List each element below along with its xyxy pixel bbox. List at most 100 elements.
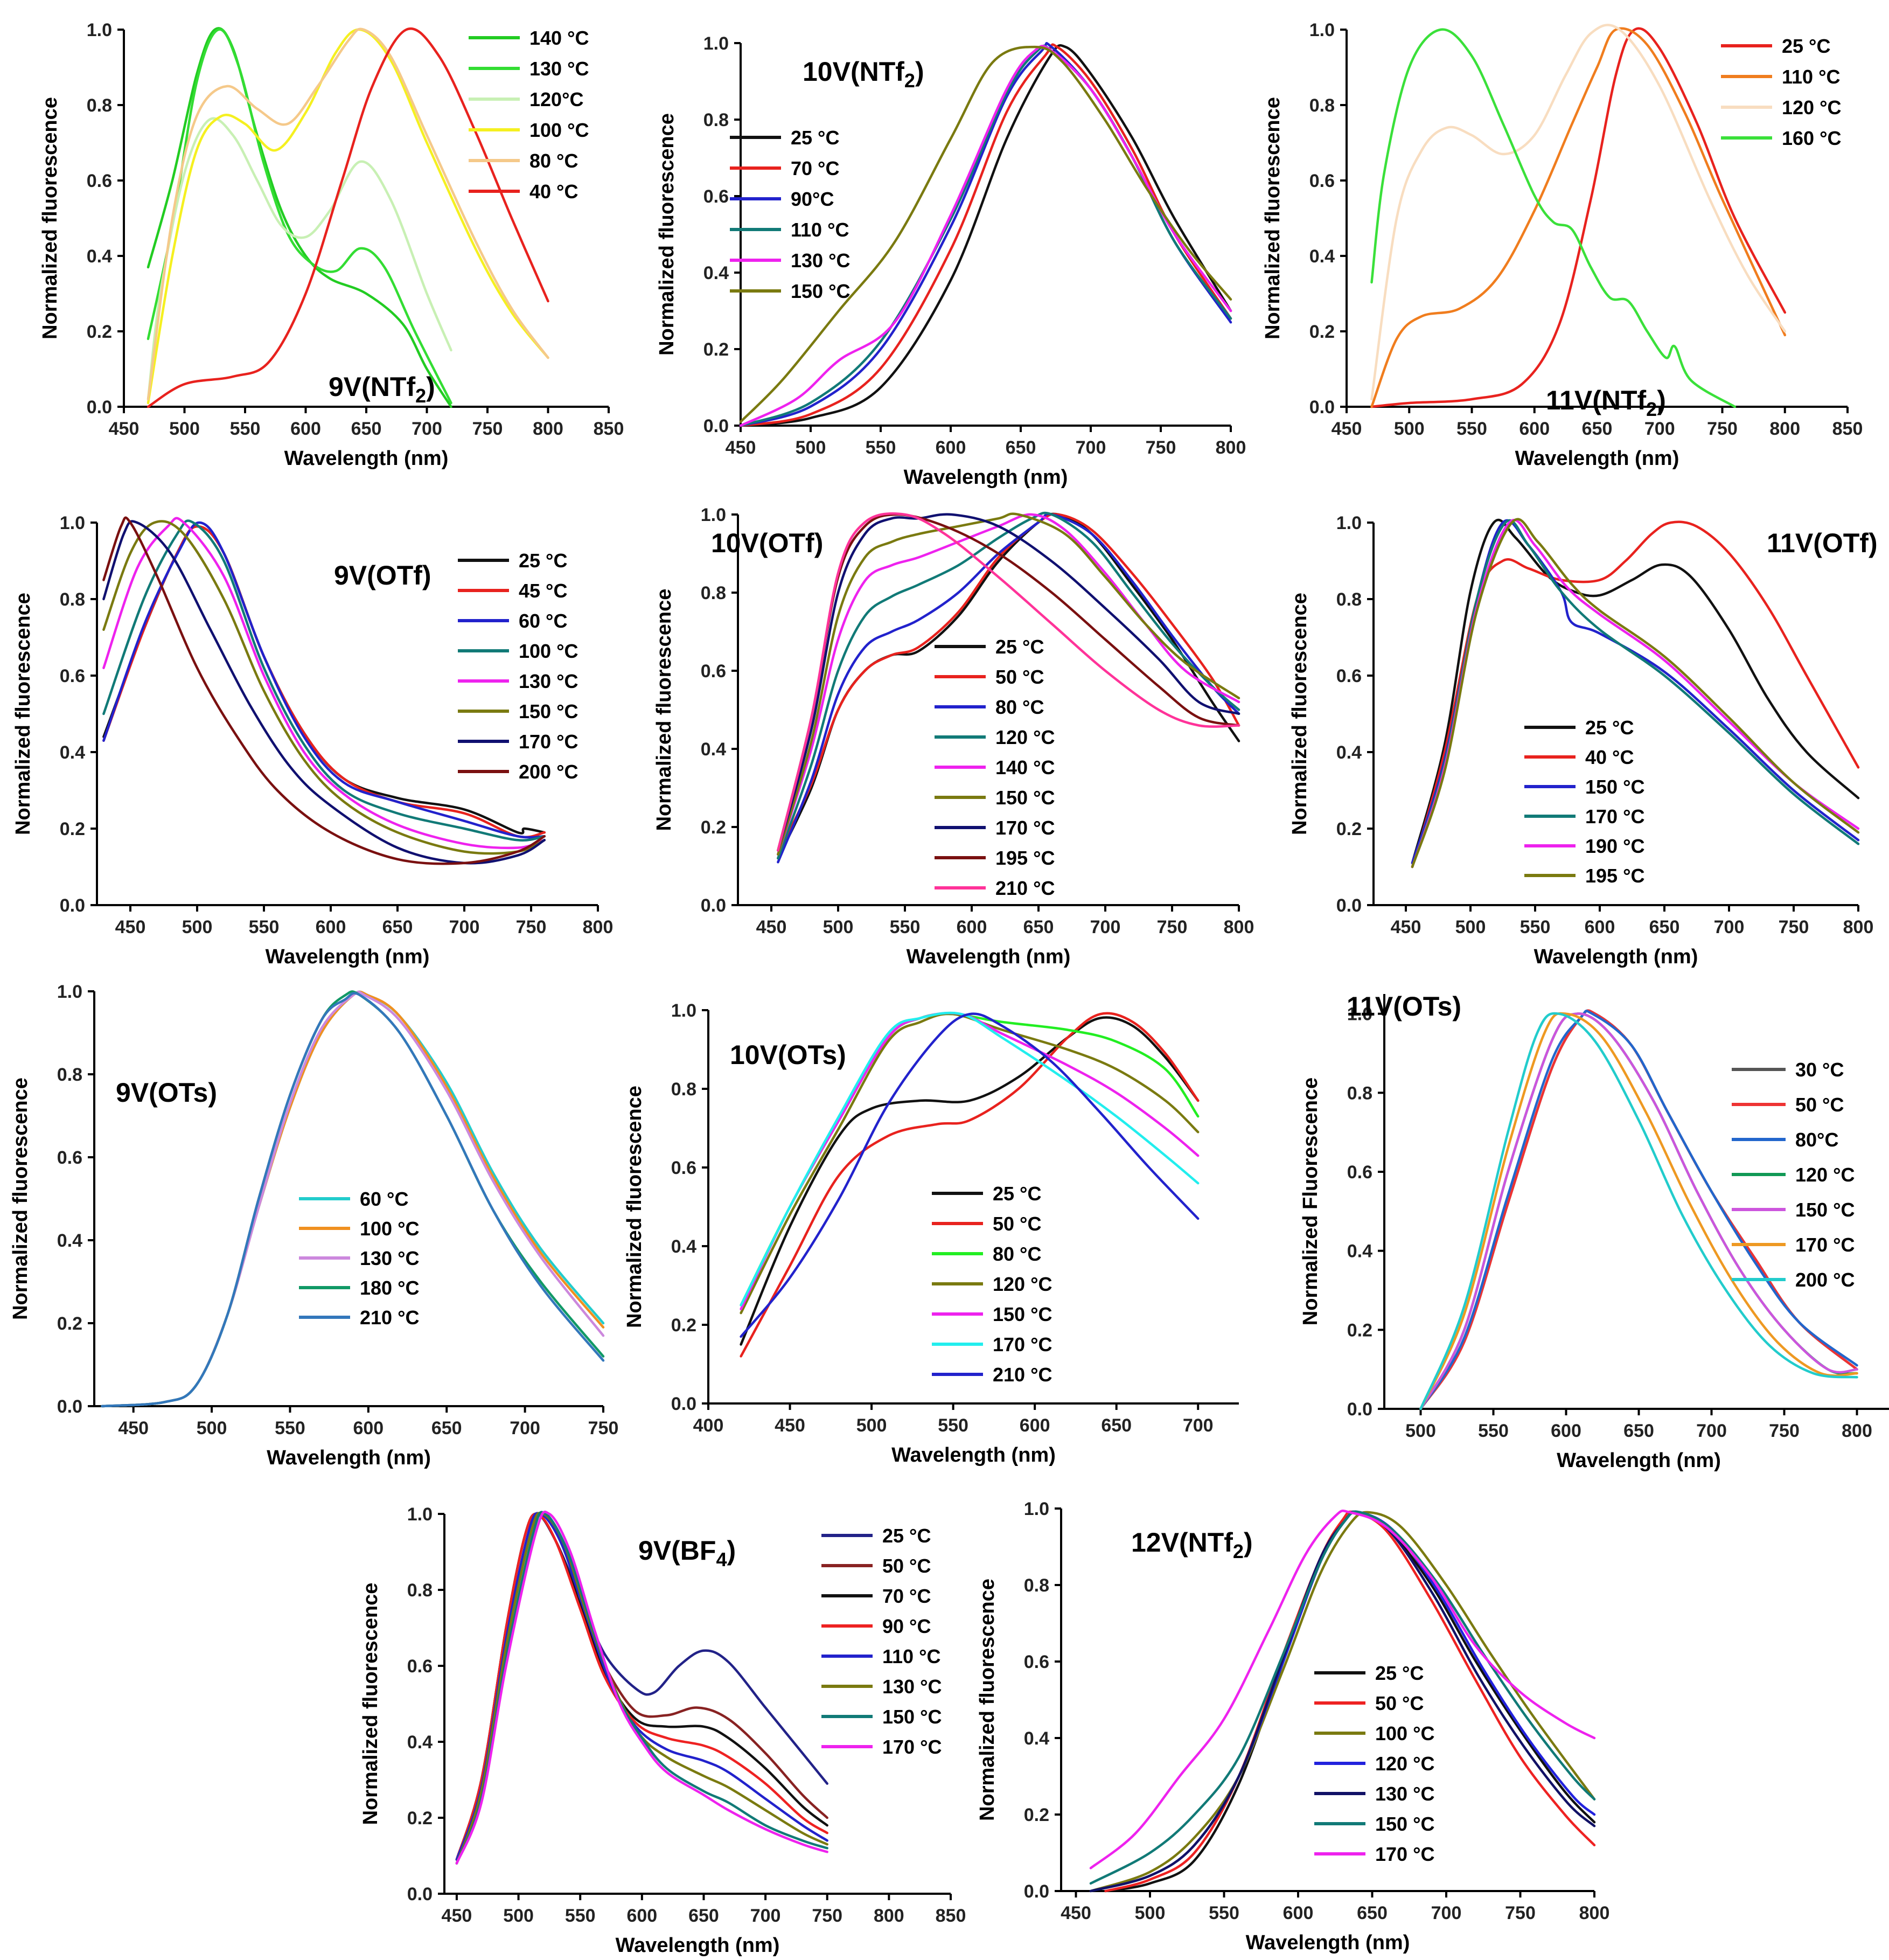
legend-label: 150 °C — [995, 787, 1055, 809]
panel-title-subscript: 2 — [415, 385, 426, 407]
series-line — [1411, 518, 1860, 868]
y-tick-label: 0.0 — [57, 1396, 82, 1417]
y-tick-label: 1.0 — [1336, 513, 1362, 533]
legend-label: 170 °C — [995, 817, 1055, 839]
series-line — [740, 1011, 1200, 1306]
legend-label: 110 °C — [1782, 66, 1840, 88]
y-tick-label: 0.6 — [1309, 171, 1335, 191]
x-tick-label: 450 — [109, 419, 140, 439]
y-tick-label: 0.0 — [1347, 1399, 1372, 1420]
y-tick-label: 0.6 — [703, 186, 729, 207]
x-tick-label: 700 — [412, 419, 442, 439]
x-tick-label: 450 — [726, 437, 756, 458]
y-tick-label: 0.0 — [671, 1394, 696, 1414]
legend-label: 90 °C — [882, 1615, 931, 1637]
x-tick-label: 550 — [275, 1418, 305, 1438]
legend-label: 70 °C — [882, 1585, 931, 1607]
x-tick-label: 550 — [565, 1906, 596, 1926]
x-tick-label: 800 — [1579, 1903, 1610, 1923]
x-tick-label: 750 — [1157, 917, 1188, 937]
x-tick-label: 850 — [594, 419, 624, 439]
panel-title-end: ) — [915, 57, 924, 87]
legend-label: 50 °C — [882, 1555, 931, 1577]
x-tick-label: 700 — [750, 1906, 781, 1926]
y-tick-label: 0.2 — [701, 817, 726, 838]
x-tick-label: 550 — [249, 917, 280, 937]
x-tick-label: 750 — [1146, 437, 1176, 458]
y-tick-label: 0.6 — [1336, 666, 1362, 686]
legend-label: 140 °C — [995, 756, 1055, 779]
legend-label: 120°C — [529, 88, 583, 110]
legend-label: 80 °C — [529, 150, 578, 172]
legend-label: 40 °C — [1585, 746, 1634, 768]
chart-panel: 450 500 550 600 650 700 750 800 0.0 0.2 0.4 0.6 0.8 1… — [1288, 513, 1878, 968]
legend-label: 80°C — [1795, 1129, 1838, 1151]
x-tick-label: 600 — [1519, 419, 1550, 439]
legend-label: 25 °C — [995, 636, 1044, 658]
legend-label: 25 °C — [1585, 717, 1634, 739]
x-tick-label: 600 — [353, 1418, 384, 1438]
x-tick-label: 600 — [1020, 1415, 1050, 1436]
x-tick-label: 550 — [1478, 1421, 1509, 1441]
y-tick-label: 0.4 — [671, 1236, 696, 1257]
series-line — [1370, 28, 1737, 408]
x-tick-label: 800 — [874, 1906, 904, 1926]
x-axis-label: Wavelength (nm) — [616, 1934, 780, 1957]
y-tick-label: 0.8 — [701, 583, 726, 603]
y-tick-label: 0.4 — [87, 246, 112, 267]
series-line — [147, 27, 549, 408]
y-tick-label: 0.6 — [671, 1158, 696, 1178]
x-tick-label: 600 — [957, 917, 987, 937]
legend-label: 150 °C — [519, 700, 578, 722]
y-tick-label: 0.8 — [1336, 589, 1362, 610]
y-axis-label: Normalized fluorescence — [656, 113, 678, 356]
x-tick-label: 750 — [1707, 419, 1738, 439]
y-axis-label: Normalized fluorescence — [12, 593, 34, 835]
legend-label: 170 °C — [882, 1736, 942, 1758]
panel-title: 10V(OTf) — [711, 528, 823, 558]
x-tick-label: 450 — [442, 1906, 472, 1926]
legend-label: 120 °C — [1782, 96, 1841, 119]
series-line — [101, 990, 605, 1408]
x-tick-label: 450 — [118, 1418, 149, 1438]
chart-panel: 450 500 550 600 650 700 750 800 0.0 0.2 0.4 0.6 0.8 1… — [656, 33, 1246, 489]
panel-title: 9V(NTf2) — [329, 372, 435, 407]
x-axis-label: Wavelength (nm) — [284, 447, 449, 470]
series-line — [147, 27, 549, 401]
x-axis-label: Wavelength (nm) — [1557, 1449, 1721, 1472]
x-axis-label: Wavelength (nm) — [1534, 946, 1698, 968]
x-tick-label: 700 — [1076, 437, 1106, 458]
series-line — [102, 516, 546, 865]
series-line — [1419, 1012, 1858, 1410]
x-tick-label: 500 — [182, 917, 213, 937]
legend-label: 70 °C — [791, 157, 839, 179]
series-line — [101, 990, 605, 1408]
panel-title-subscript: 2 — [904, 69, 915, 92]
panel-title-end: ) — [727, 1535, 736, 1566]
chart-panel: 500 550 600 650 700 750 800 0.0 0.2 0.4 0.6 0.8 1.0 W… — [1299, 991, 1889, 1472]
x-tick-label: 800 — [1769, 419, 1800, 439]
y-axis-label: Normalized fluorescence — [623, 1086, 646, 1328]
legend-label: 160 °C — [1782, 127, 1841, 149]
legend-label: 80 °C — [993, 1243, 1041, 1265]
legend-label: 60 °C — [360, 1188, 408, 1210]
legend-label: 180 °C — [360, 1277, 419, 1299]
y-tick-label: 0.0 — [703, 416, 729, 436]
legend-label: 150 °C — [1585, 776, 1644, 798]
series-line — [777, 512, 1240, 852]
series-line — [1370, 24, 1787, 401]
legend-label: 100 °C — [519, 640, 578, 662]
legend-label: 130 °C — [791, 249, 850, 272]
chart-panel: 450 500 550 600 650 700 750 800 850 0.0 0.2 0.4 0.6 0… — [39, 20, 624, 470]
chart-panel: 450 500 550 600 650 700 750 800 0.0 0.2 0.4 0.6 0.8 1… — [12, 513, 613, 968]
series-line — [1419, 1009, 1858, 1410]
series-line — [739, 44, 1232, 427]
panel-title-subscript: 2 — [1646, 398, 1657, 420]
legend-label: 25 °C — [791, 127, 839, 149]
legend-label: 25 °C — [1375, 1662, 1424, 1684]
legend-label: 210 °C — [993, 1364, 1052, 1386]
y-axis-label: Normalized fluorescence — [1261, 97, 1284, 339]
legend-label: 110 °C — [791, 219, 849, 241]
series-line — [455, 1512, 828, 1861]
y-axis-label: Normalized fluorescence — [359, 1583, 382, 1825]
